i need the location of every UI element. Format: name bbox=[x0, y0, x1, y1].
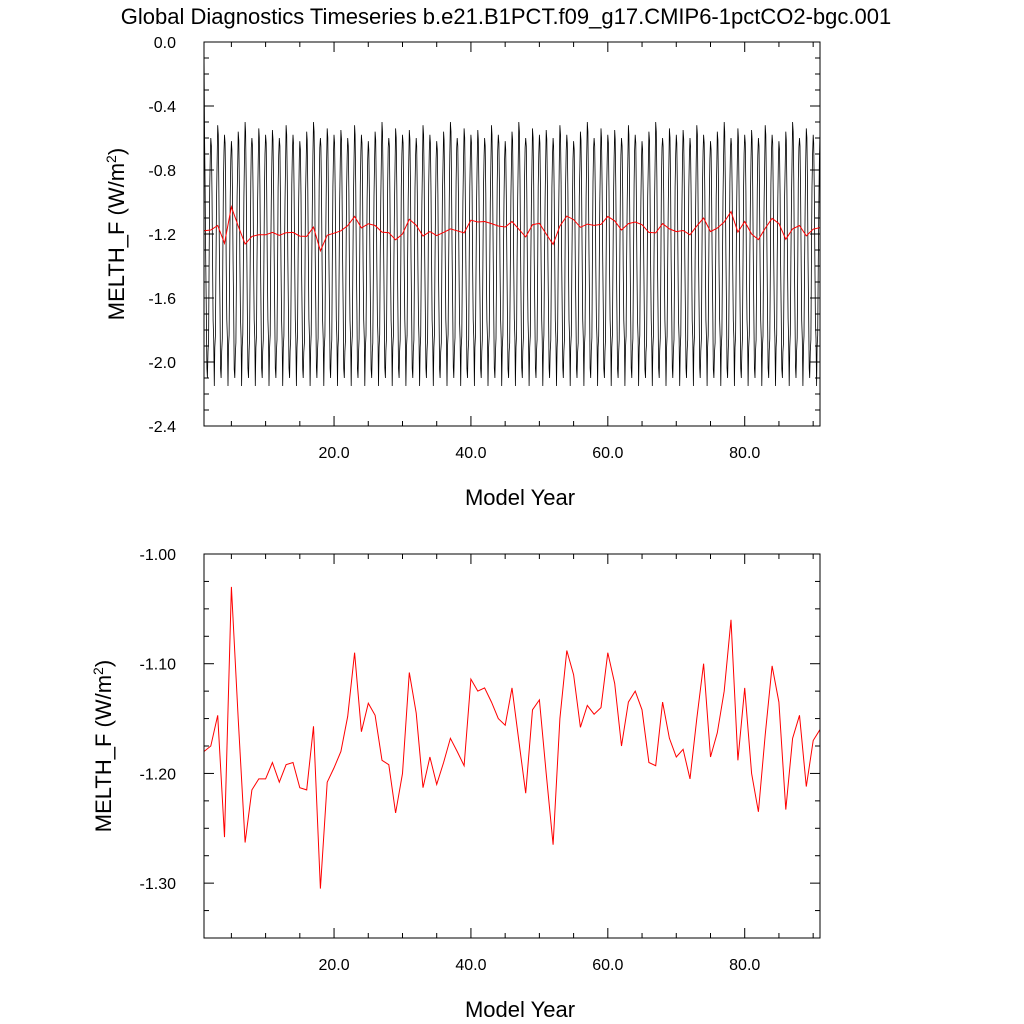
y-axis-label: MELTH_F (W/m2) bbox=[90, 660, 116, 832]
annual-mean-line-0 bbox=[204, 204, 820, 253]
x-tick-label: 60.0 bbox=[592, 445, 623, 462]
x-tick-label: 80.0 bbox=[729, 445, 760, 462]
annual-mean-line-1 bbox=[204, 586, 820, 889]
page-title: Global Diagnostics Timeseries b.e21.B1PC… bbox=[121, 4, 891, 29]
x-tick-label: 20.0 bbox=[318, 445, 349, 462]
x-axis-label: Model Year bbox=[465, 485, 575, 510]
bottom-chart-panel: 20.0 40.0 60.0 80.0 -1.00 -1.10 -1.20 -1.30 Mode… bbox=[90, 547, 821, 1022]
x-tick-label: 20.0 bbox=[318, 957, 349, 974]
plot-frame bbox=[203, 553, 821, 939]
x-tick-label: 40.0 bbox=[455, 445, 486, 462]
x-axis-label: Model Year bbox=[465, 997, 575, 1022]
x-tick-label: 40.0 bbox=[455, 957, 486, 974]
y-tick-label: -2.4 bbox=[148, 419, 176, 436]
y-tick-label: -1.30 bbox=[140, 876, 177, 893]
y-tick-label: -1.10 bbox=[140, 657, 177, 674]
top-chart-panel: 20.0 40.0 60.0 80.0 0.0 -0.4 -0.8 -1.2 -1.6 -2.0 -… bbox=[103, 35, 821, 510]
y-tick-label: -2.0 bbox=[148, 355, 176, 372]
y-tick-label: 0.0 bbox=[154, 35, 176, 52]
y-tick-label: -1.00 bbox=[140, 547, 177, 564]
x-tick-label: 80.0 bbox=[729, 957, 760, 974]
x-tick-label: 60.0 bbox=[592, 957, 623, 974]
y-tick-label: -0.4 bbox=[148, 99, 176, 116]
y-tick-label: -1.6 bbox=[148, 291, 176, 308]
y-tick-label: -1.2 bbox=[148, 227, 176, 244]
monthly-line-0 bbox=[204, 42, 820, 387]
y-tick-label: -1.20 bbox=[140, 766, 177, 783]
y-axis-label: MELTH_F (W/m2) bbox=[103, 148, 129, 320]
y-tick-label: -0.8 bbox=[148, 163, 176, 180]
